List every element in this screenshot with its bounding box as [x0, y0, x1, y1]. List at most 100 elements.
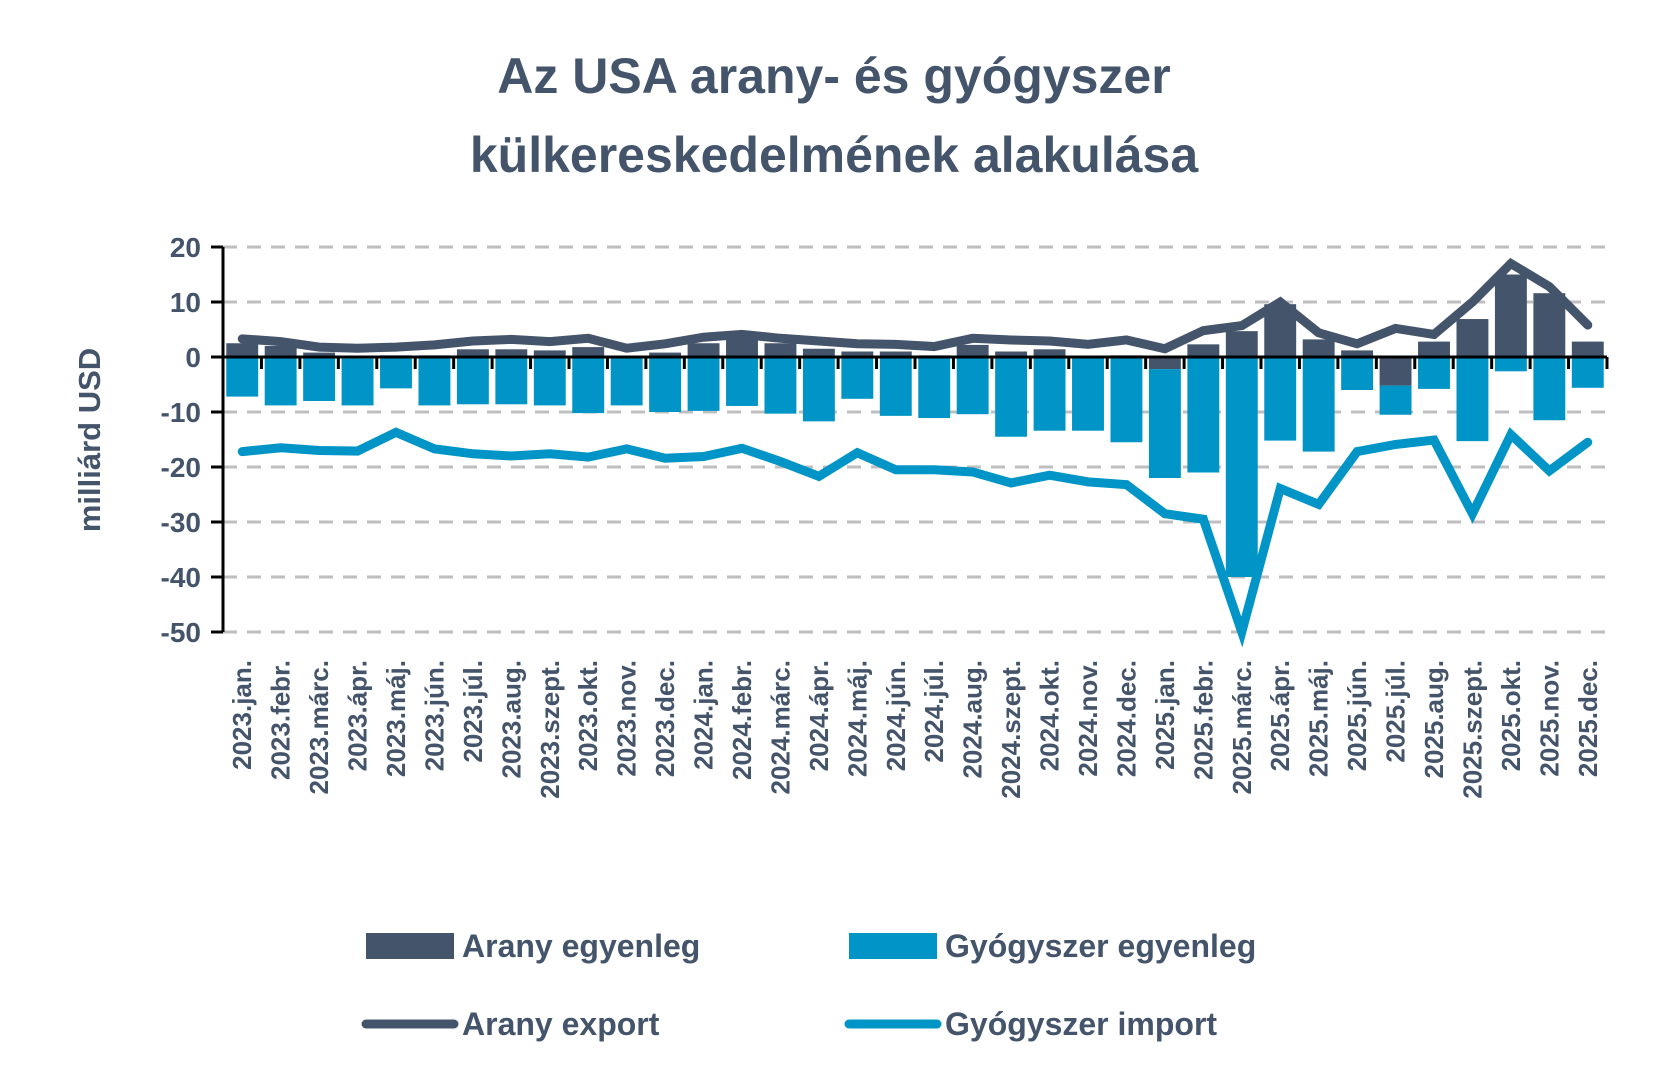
x-tick-label: 2025.júl. — [1381, 660, 1411, 763]
x-tick-label: 2023.aug. — [496, 660, 526, 779]
legend-label-gyogyszer-import: Gyógyszer import — [945, 1006, 1217, 1042]
x-tick-label: 2024.jún. — [881, 660, 911, 771]
bar-arany-egyenleg — [802, 348, 835, 357]
bar-gyogyszer-egyenleg — [264, 357, 297, 406]
x-tick-label: 2024.febr. — [727, 660, 757, 780]
bar-gyogyszer-egyenleg — [610, 357, 643, 406]
x-tick-labels: 2023.jan. 2023.febr. 2023.márc. 2023.ápr. 20… — [227, 660, 1603, 799]
x-tick-label: 2025.aug. — [1419, 660, 1449, 779]
bar-arany-egyenleg — [1418, 341, 1450, 357]
y-tick-label: -50 — [161, 617, 201, 648]
bar-gyogyszer-egyenleg — [956, 357, 989, 415]
bar-arany-egyenleg — [764, 343, 797, 357]
x-tick-label: 2024.okt. — [1035, 660, 1065, 771]
legend-label-gyogyszer-egyenleg: Gyógyszer egyenleg — [945, 928, 1256, 964]
bar-gyogyszer-egyenleg — [764, 357, 797, 414]
y-tick-label: -20 — [161, 452, 201, 483]
x-tick-label: 2023.júl. — [458, 660, 488, 763]
x-tick-label: 2024.aug. — [958, 660, 988, 779]
bar-gyogyszer-egyenleg — [687, 357, 720, 411]
y-tick-label: 10 — [170, 287, 201, 318]
lines — [237, 257, 1593, 648]
bar-arany-egyenleg — [1225, 331, 1258, 357]
bar-arany-egyenleg — [956, 344, 989, 357]
legend: Arany egyenleg Gyógyszer egyenleg Arany … — [361, 928, 1256, 1042]
x-tick-label: 2024.jan. — [689, 660, 719, 770]
x-tick-label: 2023.dec. — [650, 660, 680, 777]
bar-arany-egyenleg — [226, 343, 259, 357]
bar-gyogyszer-egyenleg — [226, 357, 259, 397]
y-tick-label: -30 — [161, 507, 201, 538]
bar-gyogyszer-egyenleg — [1264, 357, 1297, 441]
bar-gyogyszer-egyenleg — [1072, 357, 1104, 431]
bar-arany-egyenleg — [1571, 341, 1604, 357]
bar-gyogyszer-egyenleg — [533, 357, 566, 406]
y-tick-label: -10 — [161, 397, 201, 428]
bar-gyogyszer-egyenleg — [1187, 357, 1220, 473]
x-tick-label: 2024.márc. — [765, 660, 795, 794]
bar-gyogyszer-egyenleg — [1379, 385, 1412, 415]
x-tick-label: 2025.szept. — [1457, 660, 1487, 799]
bar-arany-egyenleg — [572, 347, 605, 357]
bar-arany-egyenleg — [995, 351, 1028, 357]
bar-gyogyszer-egyenleg — [1418, 357, 1450, 389]
bar-gyogyszer-egyenleg — [879, 357, 912, 416]
bar-gyogyszer-egyenleg — [1341, 357, 1374, 390]
bar-gyogyszer-egyenleg — [1033, 357, 1066, 431]
x-tick-label: 2023.jún. — [419, 660, 449, 771]
bar-gyogyszer-egyenleg — [918, 357, 951, 419]
bar-gyogyszer-egyenleg — [1110, 357, 1143, 443]
x-tick-label: 2025.febr. — [1188, 660, 1218, 780]
legend-swatch-arany-egyenleg — [366, 933, 454, 959]
bar-arany-egyenleg — [1533, 293, 1566, 357]
bar-gyogyszer-egyenleg — [802, 357, 835, 422]
bar-gyogyszer-egyenleg — [841, 357, 874, 399]
bar-gyogyszer-egyenleg — [418, 357, 451, 406]
x-tick-label: 2023.nov. — [612, 660, 642, 777]
bar-arany-egyenleg — [1341, 350, 1374, 357]
x-tick-label: 2023.máj. — [381, 660, 411, 777]
x-tick-label: 2024.ápr. — [804, 660, 834, 771]
bar-arany-egyenleg — [1187, 344, 1220, 357]
x-tick-label: 2024.szept. — [996, 660, 1026, 799]
bar-gyogyszer-egyenleg — [1533, 357, 1566, 421]
bar-arany-egyenleg — [264, 346, 297, 357]
bar-gyogyszer-egyenleg — [1456, 357, 1489, 442]
bar-gyogyszer-egyenleg — [456, 357, 489, 405]
bar-gyogyszer-egyenleg — [649, 357, 682, 412]
x-tick-label: 2023.febr. — [266, 660, 296, 780]
x-tick-label: 2024.dec. — [1111, 660, 1141, 777]
bars — [226, 274, 1604, 577]
x-tick-label: 2024.júl. — [919, 660, 949, 763]
y-axis-label: milliárd USD — [72, 348, 107, 532]
bar-arany-egyenleg — [1494, 274, 1527, 357]
line-arany-export — [237, 257, 1593, 354]
bar-gyogyszer-egyenleg — [341, 358, 374, 406]
bar-gyogyszer-egyenleg — [380, 357, 412, 389]
bar-gyogyszer-egyenleg — [1225, 357, 1258, 577]
x-tick-label: 2024.nov. — [1073, 660, 1103, 777]
bar-arany-egyenleg — [456, 349, 489, 357]
chart-title-line-2: külkereskedelmének alakulása — [470, 127, 1199, 183]
x-tick-label: 2025.ápr. — [1265, 660, 1295, 771]
x-tick-label: 2023.okt. — [573, 660, 603, 771]
y-tick-label: 0 — [185, 342, 201, 373]
x-tick-label: 2025.jún. — [1342, 660, 1372, 771]
bar-gyogyszer-egyenleg — [572, 357, 605, 414]
bar-arany-egyenleg — [1379, 357, 1412, 386]
gridlines — [223, 245, 1607, 634]
x-tick-label: 2025.jan. — [1150, 660, 1180, 770]
bar-gyogyszer-egyenleg — [1302, 357, 1335, 452]
x-tick-label: 2025.máj. — [1304, 660, 1334, 777]
x-tick-label: 2023.ápr. — [343, 660, 373, 771]
bar-arany-egyenleg — [495, 349, 528, 357]
x-tick-label: 2025.okt. — [1496, 660, 1526, 771]
bar-gyogyszer-egyenleg — [726, 357, 758, 406]
bar-arany-egyenleg — [533, 350, 566, 357]
bar-gyogyszer-egyenleg — [495, 357, 528, 405]
bar-arany-egyenleg — [1456, 319, 1489, 357]
line-gyogyszer-import — [237, 427, 1593, 648]
bar-arany-egyenleg — [303, 352, 336, 357]
bar-gyogyszer-egyenleg — [303, 357, 336, 401]
bar-gyogyszer-egyenleg — [995, 357, 1028, 437]
